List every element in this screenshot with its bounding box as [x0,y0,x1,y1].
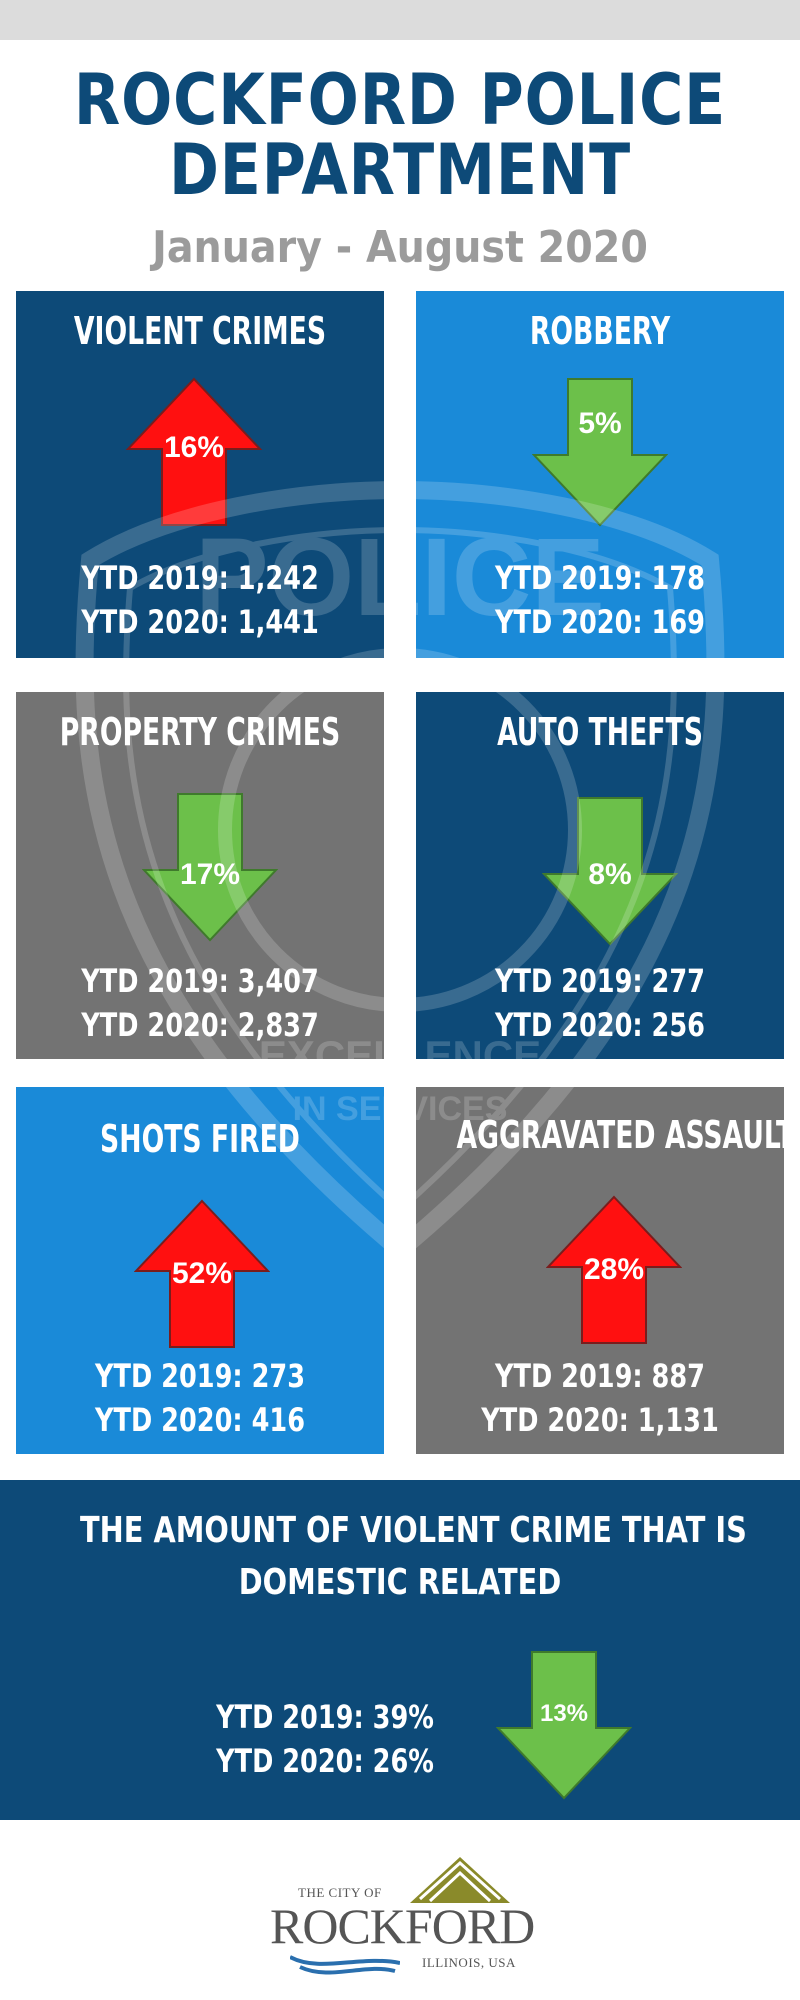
percent-label: 16% [163,431,225,464]
percent-label: 17% [179,858,241,891]
panel-title: SHOTS FIRED [100,1117,300,1161]
down-arrow-icon: 17% [142,792,278,942]
ytd-2019-stat: YTD 2019: 277 [495,962,705,1000]
logo-top-text: THE CITY OF [298,1885,382,1900]
ytd-2019-stat: YTD 2019: 178 [495,559,705,597]
top-bar [0,0,800,40]
percent-label: 52% [171,1257,233,1290]
panel-violent-crimes: VIOLENT CRIMES 16% YTD 2019: 1,242 YTD 2… [16,291,384,658]
domestic-title-line2: DOMESTIC RELATED [238,1562,562,1603]
up-arrow-icon: 16% [126,377,262,527]
page-title-line1: ROCKFORD POLICE [73,59,727,141]
ytd-2020-stat: YTD 2020: 26% [216,1742,434,1780]
ytd-2020-stat: YTD 2020: 169 [495,603,705,641]
panel-title: VIOLENT CRIMES [73,309,327,353]
panel-title: PROPERTY CRIMES [59,710,341,754]
logo-bottom-text: ILLINOIS, USA [422,1955,516,1970]
domestic-title-line1: THE AMOUNT OF VIOLENT CRIME THAT IS [80,1510,747,1551]
panel-shots-fired: SHOTS FIRED 52% YTD 2019: 273 YTD 2020: … [16,1087,384,1454]
panel-property-crimes: PROPERTY CRIMES 17% YTD 2019: 3,407 YTD … [16,692,384,1059]
ytd-2019-stat: YTD 2019: 39% [216,1698,434,1736]
down-arrow-icon: 5% [532,377,668,527]
logo-hills-icon [410,1857,510,1903]
percent-label: 13% [539,1700,589,1727]
panel-robbery: ROBBERY 5% YTD 2019: 178 YTD 2020: 169 [416,291,784,658]
ytd-2020-stat: YTD 2020: 2,837 [81,1006,319,1044]
logo-name: ROCKFORD [270,1898,535,1954]
percent-label: 8% [588,858,632,891]
city-of-rockford-logo: THE CITY OF ROCKFORD ILLINOIS, USA [270,1855,540,1980]
up-arrow-icon: 52% [134,1199,270,1349]
panel-title: AUTO THEFTS [497,710,703,754]
percent-label: 28% [583,1253,645,1286]
logo-river-icon [290,1955,400,1975]
ytd-2019-stat: YTD 2019: 887 [495,1357,705,1395]
panel-title: ROBBERY [529,309,671,353]
ytd-2019-stat: YTD 2019: 3,407 [81,962,319,1000]
up-arrow-icon: 28% [546,1195,682,1345]
panel-aggravated-assaults: AGGRAVATED ASSAULTS 28% YTD 2019: 887 YT… [416,1087,784,1454]
percent-label: 5% [578,407,622,440]
date-range-subtitle: January - August 2020 [152,222,648,273]
panel-domestic-related: THE AMOUNT OF VIOLENT CRIME THAT IS DOME… [0,1480,800,1820]
page-title-line2: DEPARTMENT [168,129,632,211]
panel-auto-thefts: AUTO THEFTS 8% YTD 2019: 277 YTD 2020: 2… [416,692,784,1059]
panel-title: AGGRAVATED ASSAULTS [456,1113,784,1157]
ytd-2020-stat: YTD 2020: 256 [495,1006,705,1044]
ytd-2020-stat: YTD 2020: 416 [95,1401,305,1439]
down-arrow-icon: 13% [496,1650,632,1800]
ytd-2020-stat: YTD 2020: 1,131 [481,1401,719,1439]
ytd-2019-stat: YTD 2019: 273 [95,1357,305,1395]
down-arrow-icon: 8% [542,796,678,946]
ytd-2019-stat: YTD 2019: 1,242 [81,559,319,597]
ytd-2020-stat: YTD 2020: 1,441 [81,603,319,641]
